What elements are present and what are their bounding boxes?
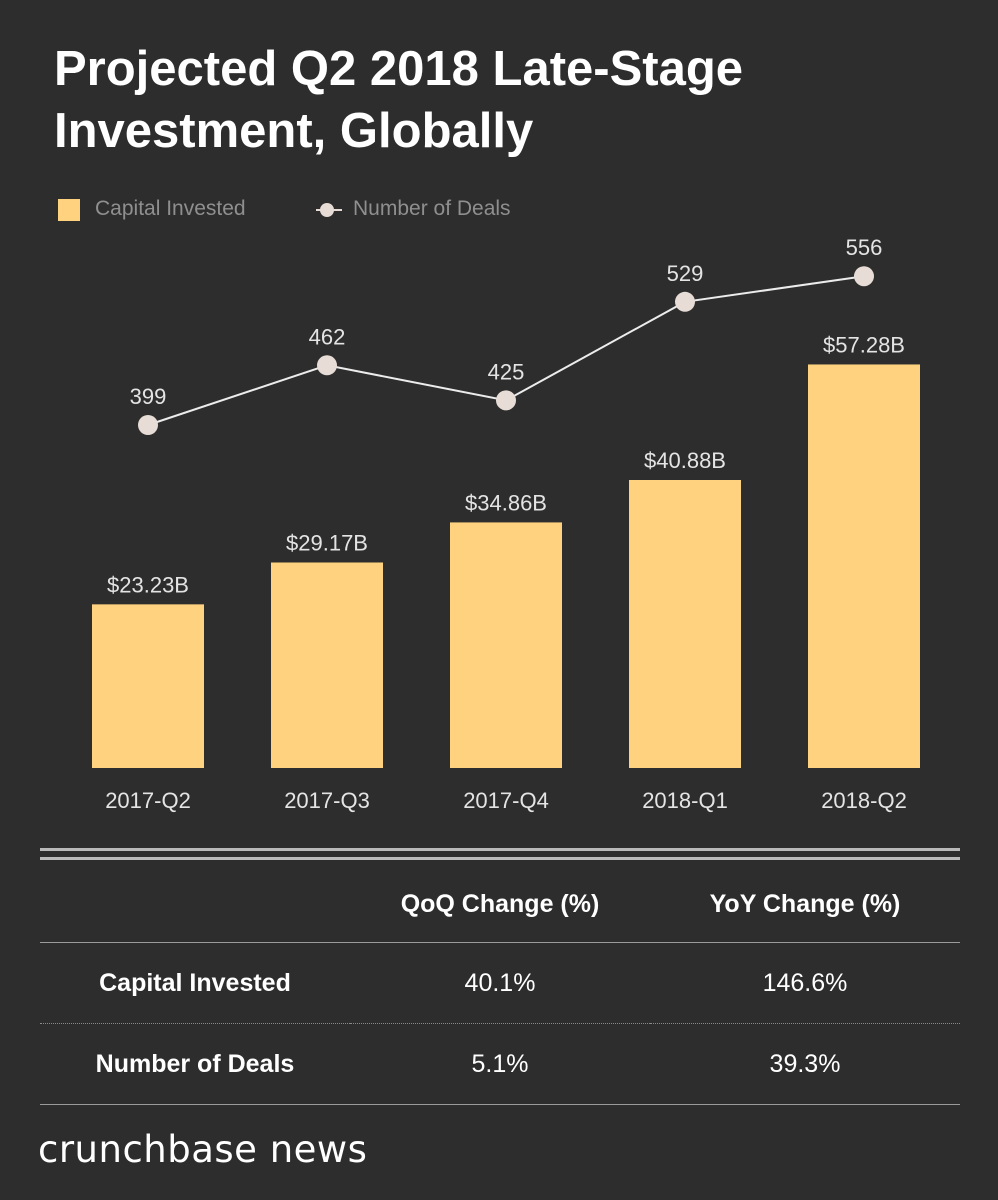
divider-top xyxy=(40,848,960,851)
brand-logo-text: crunchbase news xyxy=(38,1128,368,1171)
deals-value-label-2017-Q2: 399 xyxy=(130,384,167,409)
change-summary-table: QoQ Change (%) YoY Change (%) Capital In… xyxy=(40,866,960,1105)
chart-title-line-2: Investment, Globally xyxy=(54,104,534,158)
cell-deals-qoq: 5.1% xyxy=(350,1023,650,1105)
table-row: Number of Deals 5.1% 39.3% xyxy=(40,1023,960,1105)
table-header-row: QoQ Change (%) YoY Change (%) xyxy=(40,866,960,943)
deals-value-label-2017-Q4: 425 xyxy=(488,359,525,384)
chart-title-line-1: Projected Q2 2018 Late-Stage xyxy=(54,42,744,96)
bar-value-label-2017-Q3: $29.17B xyxy=(286,530,368,555)
bar-2018-Q1 xyxy=(629,480,741,768)
x-tick-label-2018-Q1: 2018-Q1 xyxy=(642,788,728,813)
table-header-empty xyxy=(40,866,350,943)
bar-value-label-2018-Q1: $40.88B xyxy=(644,448,726,473)
x-tick-label-2017-Q2: 2017-Q2 xyxy=(105,788,191,813)
combo-chart: $23.23B 2017-Q2 $29.17B 2017-Q3 $34.86B 2017-… xyxy=(92,235,920,813)
legend-line-marker-icon xyxy=(316,203,342,217)
cell-capital-yoy: 146.6% xyxy=(650,942,960,1024)
table-header-qoq: QoQ Change (%) xyxy=(350,866,650,943)
bar-2018-Q2 xyxy=(808,364,920,768)
divider-bottom xyxy=(40,857,960,860)
x-tick-label-2017-Q3: 2017-Q3 xyxy=(284,788,370,813)
deals-point-2018-Q2 xyxy=(854,266,874,287)
row-label-capital-invested: Capital Invested xyxy=(40,942,350,1024)
deals-point-2017-Q3 xyxy=(317,355,337,376)
legend-label-number-of-deals: Number of Deals xyxy=(353,197,511,220)
bar-2017-Q3 xyxy=(271,562,383,768)
bar-value-label-2018-Q2: $57.28B xyxy=(823,332,905,357)
legend-bar-swatch xyxy=(58,199,80,221)
deals-value-label-2018-Q1: 529 xyxy=(667,261,704,286)
row-label-number-of-deals: Number of Deals xyxy=(40,1023,350,1105)
deals-point-2017-Q4 xyxy=(496,390,516,411)
table-header-yoy: YoY Change (%) xyxy=(650,866,960,943)
bar-2017-Q4 xyxy=(450,522,562,768)
bar-2017-Q2 xyxy=(92,604,204,768)
cell-deals-yoy: 39.3% xyxy=(650,1023,960,1105)
deals-value-label-2017-Q3: 462 xyxy=(309,324,346,349)
bar-value-label-2017-Q4: $34.86B xyxy=(465,490,547,515)
chart-title: Projected Q2 2018 Late-Stage Investment,… xyxy=(54,38,954,162)
legend-label-capital-invested: Capital Invested xyxy=(95,197,246,220)
deals-point-2018-Q1 xyxy=(675,291,695,312)
deals-point-2017-Q2 xyxy=(138,415,158,435)
deals-value-label-2018-Q2: 556 xyxy=(846,235,883,260)
cell-capital-qoq: 40.1% xyxy=(350,942,650,1024)
x-tick-label-2017-Q4: 2017-Q4 xyxy=(463,788,549,813)
bar-value-label-2017-Q2: $23.23B xyxy=(107,572,189,597)
x-tick-label-2018-Q2: 2018-Q2 xyxy=(821,788,907,813)
table-row: Capital Invested 40.1% 146.6% xyxy=(40,942,960,1024)
